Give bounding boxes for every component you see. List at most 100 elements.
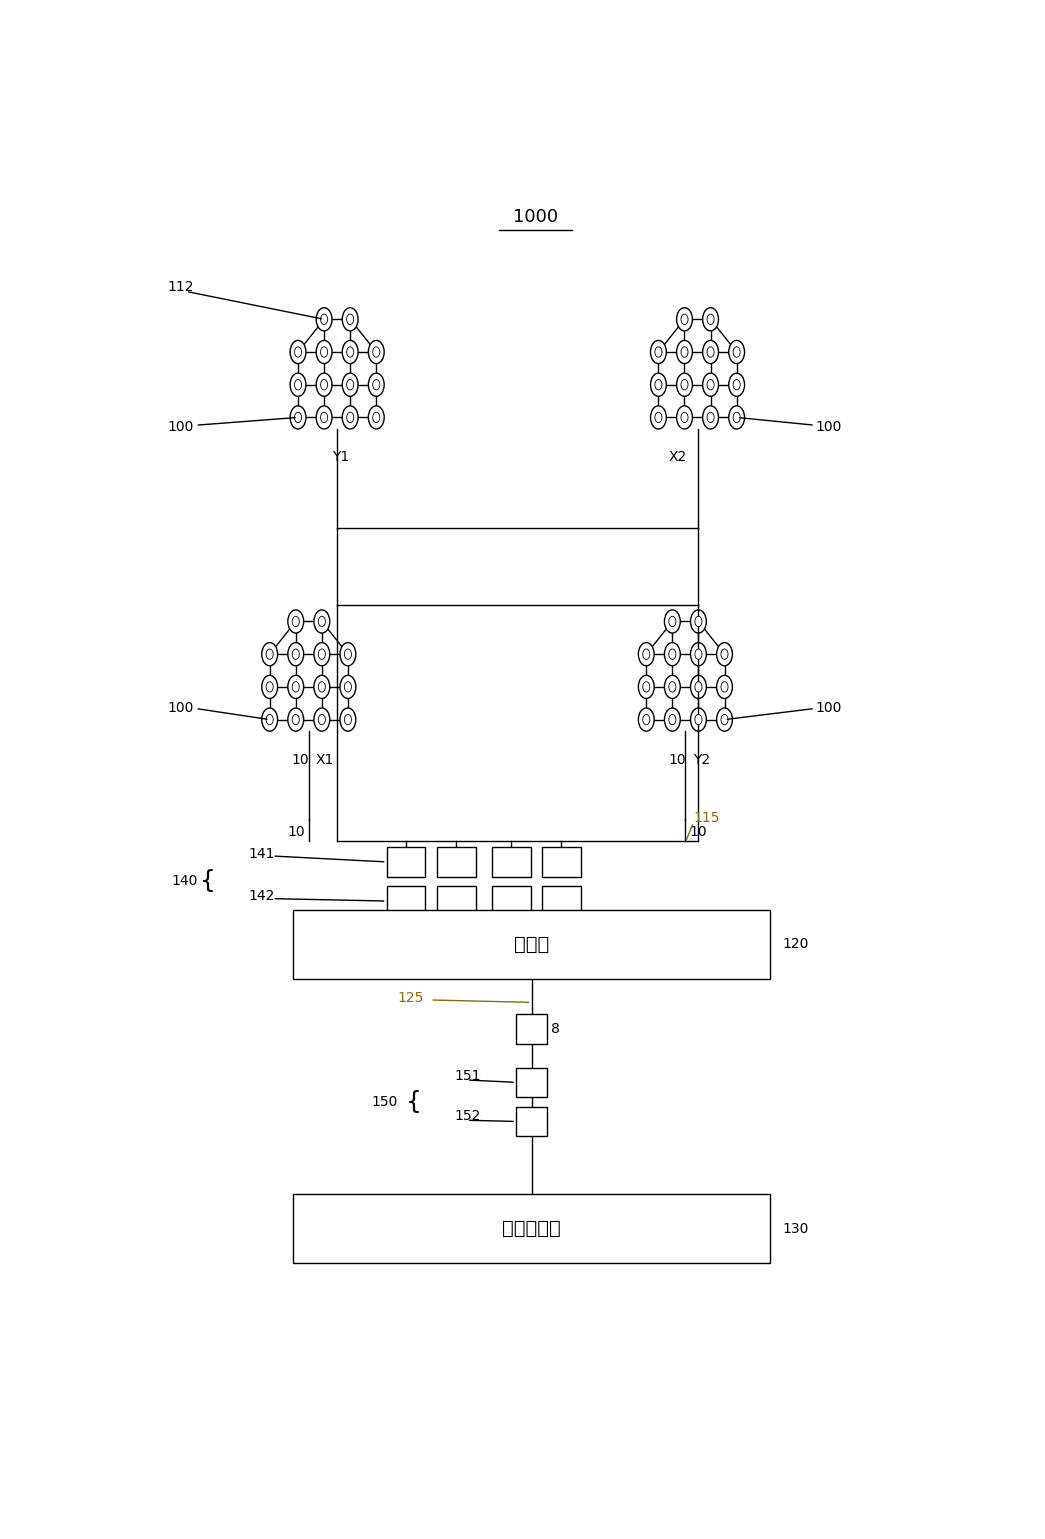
- Circle shape: [669, 714, 676, 725]
- Circle shape: [717, 676, 733, 699]
- Circle shape: [368, 406, 385, 429]
- Circle shape: [319, 714, 325, 725]
- Circle shape: [343, 308, 358, 331]
- Text: 141: 141: [248, 848, 275, 862]
- Circle shape: [266, 649, 273, 659]
- Circle shape: [655, 412, 661, 423]
- Bar: [516, 1107, 547, 1136]
- Text: X2: X2: [669, 451, 687, 465]
- Circle shape: [314, 676, 330, 699]
- Circle shape: [702, 372, 719, 397]
- Circle shape: [293, 649, 299, 659]
- Circle shape: [261, 676, 278, 699]
- Circle shape: [266, 714, 273, 725]
- Circle shape: [707, 412, 714, 423]
- Circle shape: [321, 412, 328, 423]
- Circle shape: [691, 643, 706, 666]
- Circle shape: [293, 714, 299, 725]
- Text: {: {: [407, 1090, 422, 1114]
- Circle shape: [343, 372, 358, 397]
- Circle shape: [368, 372, 385, 397]
- Circle shape: [293, 682, 299, 693]
- Circle shape: [717, 708, 733, 731]
- Text: 112: 112: [167, 280, 193, 294]
- Text: 120: 120: [783, 937, 809, 951]
- Circle shape: [650, 372, 667, 397]
- Circle shape: [643, 682, 650, 693]
- Circle shape: [728, 340, 745, 363]
- Circle shape: [691, 676, 706, 699]
- Bar: [293, 910, 770, 979]
- Circle shape: [721, 649, 728, 659]
- Circle shape: [321, 346, 328, 357]
- Text: 转接器: 转接器: [514, 934, 549, 954]
- Circle shape: [319, 649, 325, 659]
- Text: 150: 150: [372, 1094, 398, 1110]
- Circle shape: [291, 406, 306, 429]
- Bar: [516, 1068, 547, 1097]
- Bar: [437, 846, 475, 877]
- Circle shape: [266, 682, 273, 693]
- Circle shape: [314, 609, 330, 633]
- Circle shape: [695, 649, 702, 659]
- Circle shape: [317, 372, 332, 397]
- Circle shape: [665, 708, 680, 731]
- Circle shape: [707, 380, 714, 389]
- Circle shape: [707, 314, 714, 325]
- Circle shape: [345, 649, 351, 659]
- Circle shape: [319, 682, 325, 693]
- Circle shape: [291, 372, 306, 397]
- Circle shape: [317, 308, 332, 331]
- Circle shape: [314, 708, 330, 731]
- Circle shape: [638, 676, 654, 699]
- Circle shape: [295, 380, 302, 389]
- Circle shape: [669, 682, 676, 693]
- Circle shape: [340, 643, 356, 666]
- Circle shape: [676, 340, 693, 363]
- Circle shape: [368, 340, 385, 363]
- Text: 100: 100: [815, 420, 841, 434]
- Circle shape: [702, 406, 719, 429]
- Circle shape: [321, 380, 328, 389]
- Circle shape: [695, 616, 702, 626]
- Circle shape: [261, 643, 278, 666]
- Circle shape: [373, 412, 379, 423]
- Circle shape: [295, 346, 302, 357]
- Circle shape: [287, 609, 304, 633]
- Circle shape: [287, 708, 304, 731]
- Text: 152: 152: [455, 1110, 481, 1123]
- Circle shape: [702, 308, 719, 331]
- Text: 8: 8: [551, 1022, 560, 1036]
- Bar: [387, 846, 425, 877]
- Circle shape: [695, 682, 702, 693]
- Bar: [542, 846, 581, 877]
- Circle shape: [655, 380, 661, 389]
- Text: 140: 140: [171, 874, 198, 888]
- Bar: [437, 886, 475, 916]
- Text: 100: 100: [167, 420, 193, 434]
- Text: 151: 151: [455, 1070, 481, 1083]
- Circle shape: [734, 380, 740, 389]
- Text: 100: 100: [815, 702, 841, 716]
- Circle shape: [702, 340, 719, 363]
- Circle shape: [707, 346, 714, 357]
- Text: 10: 10: [669, 753, 686, 766]
- Circle shape: [343, 340, 358, 363]
- Text: 125: 125: [398, 991, 424, 1005]
- Circle shape: [321, 314, 328, 325]
- Text: 1000: 1000: [513, 208, 558, 226]
- Circle shape: [340, 708, 356, 731]
- Text: 115: 115: [694, 811, 720, 825]
- Circle shape: [655, 346, 661, 357]
- Circle shape: [681, 346, 688, 357]
- Circle shape: [728, 406, 745, 429]
- Circle shape: [676, 308, 693, 331]
- Circle shape: [721, 682, 728, 693]
- Text: 10: 10: [292, 753, 309, 766]
- Circle shape: [317, 340, 332, 363]
- Circle shape: [347, 314, 353, 325]
- Circle shape: [319, 616, 325, 626]
- Circle shape: [373, 346, 379, 357]
- Circle shape: [734, 346, 740, 357]
- Circle shape: [287, 643, 304, 666]
